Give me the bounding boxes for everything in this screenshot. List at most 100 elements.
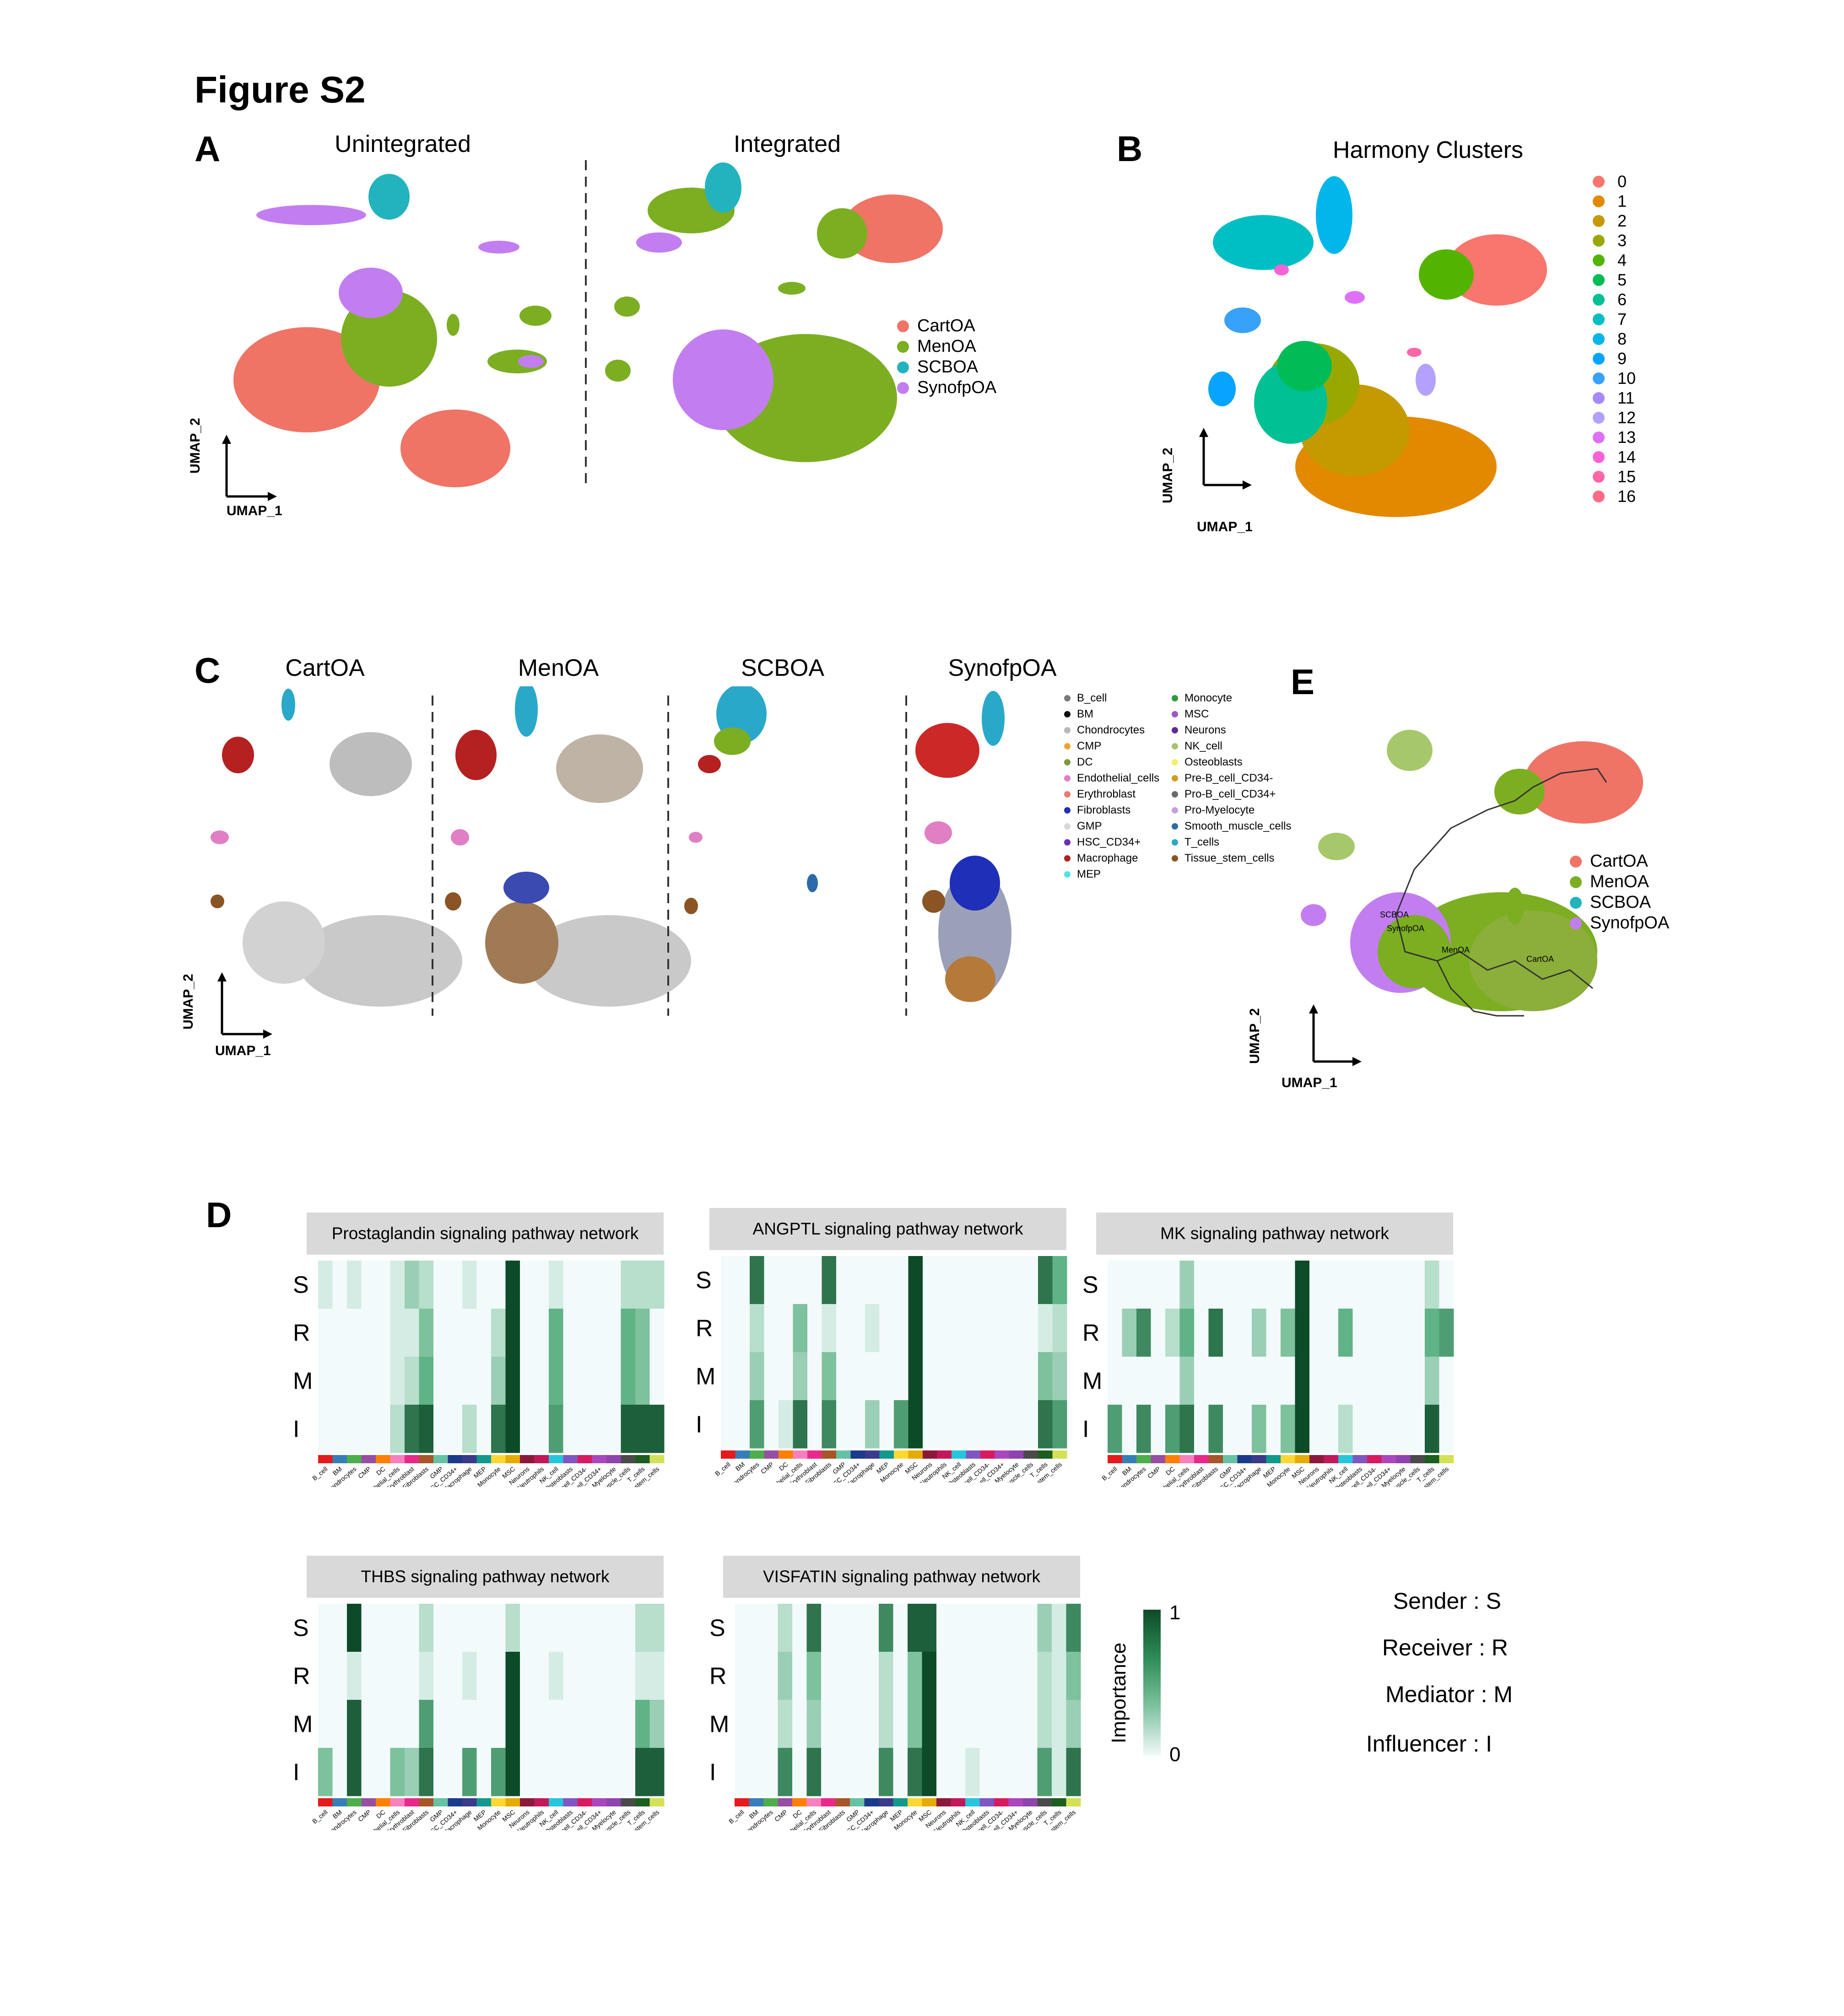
heatmap-row-label: R <box>1082 1320 1100 1347</box>
heatmap-cell <box>721 1304 735 1353</box>
heatmap-cell <box>792 1700 807 1748</box>
heatmap-cell <box>1252 1309 1266 1357</box>
heatmap-cell <box>1038 1352 1053 1401</box>
cluster-legend-item: 6 <box>1593 290 1636 309</box>
heatmap-cell <box>1324 1405 1339 1453</box>
heatmap-title-strip: MK signaling pathway network <box>1096 1213 1453 1255</box>
heatmap-cell <box>1108 1261 1122 1309</box>
celltype-color-bar <box>966 1450 981 1459</box>
synofpoa-top-int <box>636 232 682 253</box>
celltype-color-bar <box>361 1455 376 1463</box>
heatmap-cell <box>1295 1405 1310 1453</box>
heatmap-cell <box>606 1652 621 1700</box>
heatmap-cell <box>750 1400 764 1449</box>
celltype-color-bar <box>1023 1798 1038 1806</box>
heatmap-cell <box>635 1261 650 1309</box>
heatmap-cell <box>1324 1357 1339 1405</box>
celltype-label: MEP <box>1077 868 1101 880</box>
panel-c-title-2: MenOA <box>518 655 599 681</box>
heatmap-cell <box>376 1309 390 1357</box>
panel-d-label: D <box>206 1195 232 1235</box>
heatmap-cell <box>1037 1748 1052 1796</box>
heatmap-cell <box>965 1748 980 1796</box>
celltype-color-bar <box>1367 1455 1382 1463</box>
heatmap-cell <box>534 1405 549 1453</box>
celltype-label: Endothelial_cells <box>1077 771 1160 784</box>
heatmap-cell <box>994 1748 1009 1796</box>
heatmap-cell <box>879 1256 894 1304</box>
heatmap-cell <box>549 1652 563 1700</box>
heatmap-cell <box>764 1352 779 1401</box>
celltype-color-bar <box>1309 1455 1324 1463</box>
celltype-color-bar <box>1266 1455 1281 1463</box>
heatmap-column-label: B_cell <box>311 1808 329 1825</box>
panel-a-left-title: Unintegrated <box>335 131 471 157</box>
cluster-5-cloud <box>1419 249 1474 300</box>
cluster-13-cloud <box>1345 291 1365 304</box>
celltype-color-bar <box>1179 1455 1195 1463</box>
cluster-dot-icon <box>1593 352 1605 365</box>
celltype-color-bar <box>750 1450 764 1459</box>
heatmap-cell <box>1367 1309 1382 1357</box>
celltype-color-bar <box>1136 1455 1151 1463</box>
celltype-color-bar <box>850 1798 865 1806</box>
heatmap-cell <box>621 1604 636 1652</box>
heatmap-cell <box>347 1604 362 1652</box>
celltype-color-bar <box>563 1798 578 1806</box>
heatmap-cell <box>476 1700 492 1748</box>
heatmap-cell <box>850 1604 865 1652</box>
heatmap-cell <box>1237 1357 1252 1405</box>
heatmap-cell <box>649 1357 665 1405</box>
heatmap-cell <box>1237 1261 1252 1309</box>
heatmap-cell <box>1208 1309 1223 1357</box>
heatmap-cell <box>822 1256 837 1304</box>
heatmap-cell <box>592 1700 607 1748</box>
heatmap-cell <box>621 1700 636 1748</box>
heatmap-cell <box>1194 1357 1209 1405</box>
heatmap-cell <box>520 1700 535 1748</box>
celltype-color-bar <box>1151 1455 1166 1463</box>
celltype-color-bar <box>879 1450 894 1459</box>
heatmap-cell <box>361 1261 376 1309</box>
legend-dot-icon <box>1570 896 1582 909</box>
celltype-color-bar <box>332 1455 347 1463</box>
cluster-legend-item: 0 <box>1593 172 1636 191</box>
heatmap-cell <box>1194 1261 1209 1309</box>
heatmap-cell <box>894 1352 908 1401</box>
heatmap-cell <box>937 1352 952 1401</box>
heatmap-cell <box>764 1400 779 1449</box>
celltype-color-bar <box>1439 1455 1454 1463</box>
heatmap-cell <box>347 1309 362 1357</box>
heatmap-row-label: R <box>293 1663 310 1690</box>
heatmap-cell <box>1165 1357 1180 1405</box>
menoa-cloud-int <box>817 208 867 259</box>
integrated-umap <box>605 162 943 462</box>
heatmap-cell <box>850 1748 865 1796</box>
cluster-legend-item: 12 <box>1593 408 1636 427</box>
heatmap-title-strip: THBS signaling pathway network <box>307 1556 664 1598</box>
heatmap-cell <box>433 1604 448 1652</box>
heatmap-cell <box>894 1256 908 1304</box>
heatmap-cell <box>592 1748 607 1796</box>
celltype-label: Smooth_muscle_cells <box>1184 819 1292 832</box>
heatmap-cell <box>865 1400 880 1449</box>
heatmap-cell <box>376 1748 390 1796</box>
celltype-color-bar <box>994 1798 1009 1806</box>
celltype-color-bar <box>534 1455 549 1463</box>
heatmap-cell <box>534 1357 549 1405</box>
cluster-9-cloud <box>1316 176 1352 254</box>
celltype-color-bar <box>505 1455 520 1463</box>
celltype-legend-item: Erythroblast <box>1064 786 1159 802</box>
heatmap-cell <box>778 1748 793 1796</box>
heatmap-cell <box>850 1352 865 1401</box>
heatmap-cell <box>419 1748 434 1796</box>
heatmap-cell <box>405 1652 419 1700</box>
legend-label: SCBOA <box>917 357 979 377</box>
celltype-color-bar <box>649 1798 665 1806</box>
celltype-color-bar <box>879 1798 893 1806</box>
heatmap-cell <box>850 1700 865 1748</box>
heatmap-cell <box>448 1405 463 1453</box>
heatmap-cell <box>1151 1261 1166 1309</box>
cluster-10-cloud <box>1224 307 1261 333</box>
